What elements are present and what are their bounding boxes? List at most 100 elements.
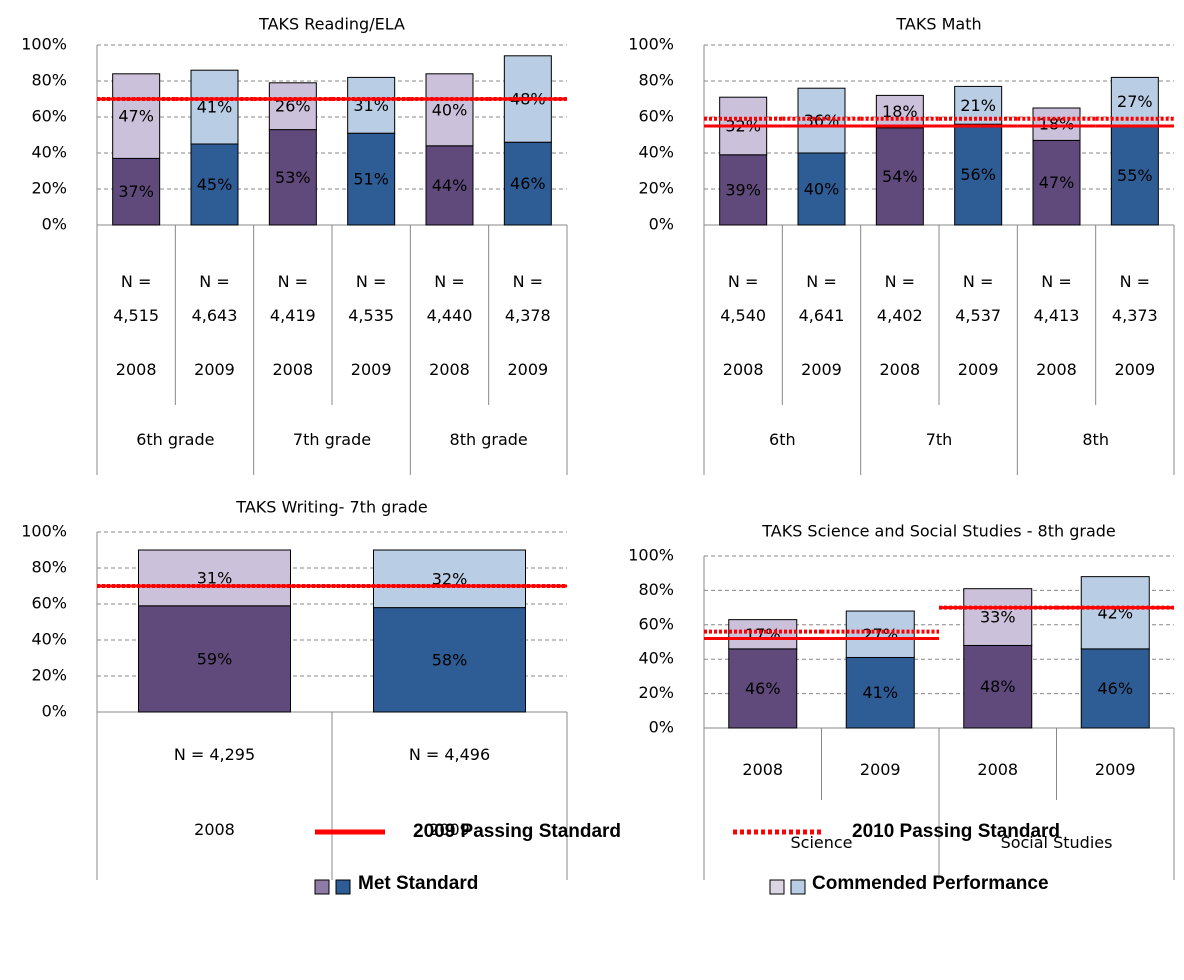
x-tick-label: 2008 [429, 360, 470, 379]
data-label: 46% [1097, 679, 1133, 698]
bar-segment [728, 619, 798, 650]
legend-swatch [769, 879, 785, 895]
n-label: N = 4,643 [191, 272, 238, 325]
y-tick-label: 40% [638, 649, 674, 668]
x-tick-label: 2008 [1036, 360, 1077, 379]
data-label: 40% [432, 100, 468, 119]
x-tick-label: 2009 [957, 360, 999, 379]
bar-segment [425, 73, 474, 147]
chart-title: TAKS Math [895, 15, 981, 34]
y-tick-label: 60% [31, 107, 67, 126]
y-tick-label: 60% [638, 107, 674, 126]
bar-segment [728, 648, 798, 729]
data-label: 54% [882, 167, 918, 186]
y-tick-label: 20% [638, 179, 674, 198]
data-label: 18% [882, 102, 918, 121]
n-label: N = 4,535 [348, 272, 395, 325]
y-tick-label: 100% [21, 35, 67, 54]
group-label: 8th [1082, 430, 1109, 449]
x-tick-label: 2009 [429, 820, 470, 839]
y-tick-label: 20% [31, 179, 67, 198]
bar-segment [268, 82, 317, 131]
n-label: N = 4,496 [408, 745, 491, 764]
legend-label: Commended Performance [812, 873, 1049, 894]
n-label: N = 4,378 [504, 272, 551, 325]
bar-segment [268, 129, 317, 226]
group-label: Social Studies [1000, 833, 1113, 852]
y-tick-label: 80% [31, 71, 67, 90]
legend-swatch [335, 879, 351, 895]
x-tick-label: 2009 [350, 360, 392, 379]
data-label: 47% [118, 107, 154, 126]
bar-segment [1080, 576, 1150, 650]
n-label: N = 4,537 [955, 272, 1002, 325]
n-label: N = 4,413 [1033, 272, 1080, 325]
x-tick-label: 2008 [722, 360, 764, 379]
y-tick-label: 100% [21, 522, 67, 541]
n-label: N = 4,641 [798, 272, 845, 325]
y-tick-label: 20% [638, 683, 674, 702]
data-label: 59% [197, 649, 233, 668]
group-label: 8th grade [449, 430, 528, 449]
y-tick-label: 0% [42, 702, 67, 721]
chart-title: TAKS Writing- 7th grade [235, 498, 427, 517]
bar-segment [503, 141, 552, 226]
bar-segment [347, 76, 396, 134]
data-label: 46% [745, 679, 781, 698]
bar-segment [845, 656, 915, 729]
y-tick-label: 60% [638, 614, 674, 633]
data-label: 39% [725, 180, 761, 199]
n-label: N = 4,295 [173, 745, 256, 764]
x-tick-label: 2009 [194, 360, 235, 379]
chart-title: TAKS Science and Social Studies - 8th gr… [761, 522, 1116, 541]
legend-label: 2010 Passing Standard [852, 821, 1060, 842]
x-tick-label: 2009 [507, 360, 549, 379]
x-tick-label: 2008 [879, 360, 921, 379]
y-tick-label: 0% [42, 215, 67, 234]
n-label: N = 4,419 [269, 272, 316, 325]
x-tick-label: 2008 [115, 360, 157, 379]
bar-segment [112, 157, 161, 226]
x-tick-label: 2009 [859, 760, 901, 779]
x-tick-label: 2008 [977, 760, 1019, 779]
bar-segment [373, 607, 526, 713]
bar-segment [190, 69, 239, 145]
bar-segment [875, 94, 924, 129]
bar-segment [373, 549, 526, 609]
y-tick-label: 20% [31, 666, 67, 685]
data-label: 27% [1117, 92, 1153, 111]
data-label: 51% [353, 170, 389, 189]
data-label: 55% [1117, 166, 1153, 185]
data-label: 58% [432, 650, 468, 669]
x-tick-label: 2008 [272, 360, 314, 379]
bar-segment [963, 588, 1033, 646]
bar-segment [138, 605, 291, 713]
bar-segment [1110, 125, 1159, 226]
data-label: 33% [980, 608, 1016, 627]
bar-segment [347, 132, 396, 226]
data-label: 40% [804, 180, 840, 199]
n-label: N = 4,440 [426, 272, 473, 325]
data-label: 46% [510, 174, 546, 193]
group-label: Science [790, 833, 853, 852]
y-tick-label: 100% [628, 35, 674, 54]
x-tick-label: 2009 [1114, 360, 1156, 379]
data-label: 47% [1039, 173, 1075, 192]
bar-segment [190, 143, 239, 226]
bar-segment [1032, 107, 1081, 141]
bar-segment [1110, 76, 1159, 127]
legend-label: Met Standard [358, 873, 478, 894]
bar-segment [845, 610, 915, 658]
group-label: 7th grade [292, 430, 372, 449]
x-tick-label: 2008 [194, 820, 235, 839]
bar-segment [112, 73, 161, 159]
chart-title: TAKS Reading/ELA [258, 15, 405, 34]
legend-label: 2009 Passing Standard [413, 821, 621, 842]
n-label: N = 4,515 [113, 272, 160, 325]
group-label: 6th [769, 430, 796, 449]
y-tick-label: 40% [31, 630, 67, 649]
legend-swatch [314, 879, 330, 895]
y-tick-label: 0% [649, 215, 674, 234]
bar-segment [875, 127, 924, 226]
